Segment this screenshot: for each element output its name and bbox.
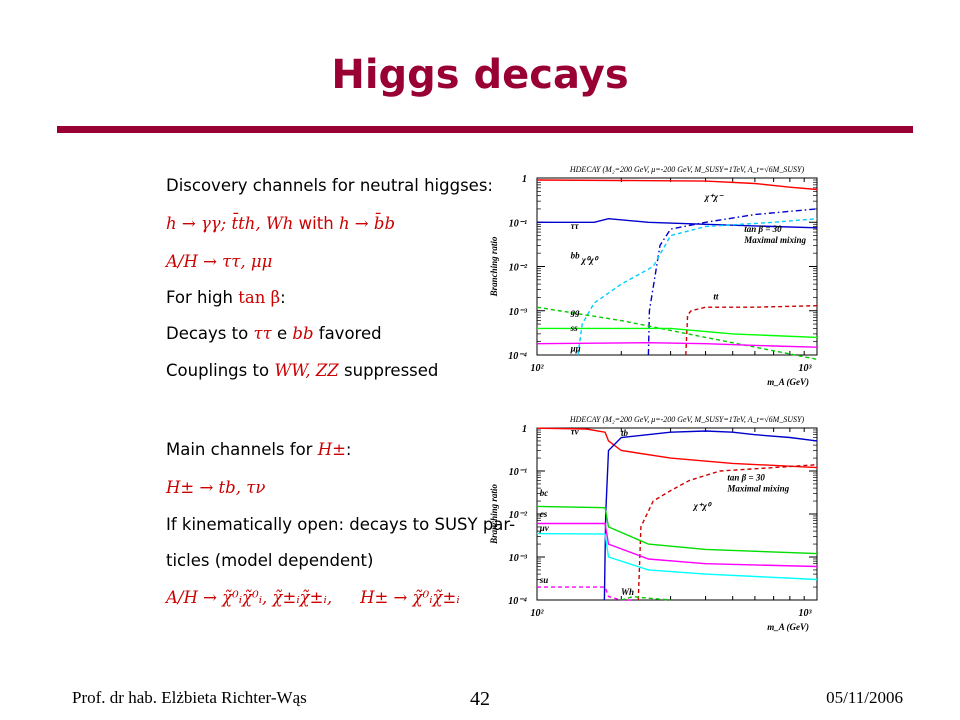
annotation-tanbeta: tan β = 30 — [727, 473, 765, 483]
series-label-series-3: χ⁰χ⁰ — [580, 255, 599, 265]
y-tick-label: 10⁻² — [509, 510, 528, 521]
series-bb-0 — [536, 179, 818, 191]
x-axis-label: m_A (GeV) — [767, 622, 809, 632]
ah-charginos: A/H → χ̃⁰ᵢχ̃⁰ᵢ, χ̃±ᵢχ̃±ᵢ, — [166, 588, 333, 607]
series-label-tb-1: tb — [621, 428, 629, 438]
series-series-1 — [537, 217, 818, 229]
series-series-7 — [536, 341, 818, 348]
series-label-series-1: ττ — [571, 221, 580, 231]
y-tick-label: 1 — [522, 424, 527, 435]
series-label-wh-7: Wh — [621, 587, 634, 597]
series-bc-3 — [536, 505, 818, 555]
series-su-6 — [537, 586, 633, 601]
y-tick-label: 1 — [522, 174, 527, 185]
y-axis-label: Branching ratio — [489, 236, 499, 297]
x-tick-label: 10² — [531, 363, 545, 374]
footer-author: Prof. dr hab. Elżbieta Richter-Wąs — [72, 688, 307, 707]
y-tick-label: 10⁻² — [509, 263, 528, 274]
x-tick-label: 10² — [531, 608, 545, 619]
annotation-mixing: Maximal mixing — [726, 484, 789, 494]
plot-title: HDECAY (M₂=200 GeV, μ=-200 GeV, M_SUSY=1… — [569, 165, 805, 174]
series-label-bb-0: bb — [571, 251, 581, 261]
text-line-9: If kinematically open: decays to SUSY pa… — [166, 515, 515, 534]
colon: : — [280, 288, 286, 307]
series-label-ss-6: ss — [570, 323, 579, 333]
x-axis-label: m_A (GeV) — [767, 377, 809, 387]
h-bb: h → b̄b — [338, 214, 396, 233]
y-tick-label: 10⁻⁴ — [508, 596, 527, 607]
tan-beta: tan β — [238, 288, 281, 307]
favored: favored — [313, 324, 382, 343]
hpm-chi: H± → χ̃⁰ᵢχ̃±ᵢ — [360, 588, 460, 607]
series-label-series-5: μν — [539, 523, 550, 533]
with-word: with — [293, 214, 339, 233]
footer-date: 05/11/2006 — [826, 688, 903, 707]
text-line-5: Decays to ττ e bb favored — [166, 324, 382, 343]
plot-frame — [536, 427, 818, 601]
series-series-0 — [536, 427, 818, 469]
plot-title: HDECAY (M₂=200 GeV, μ=-200 GeV, M_SUSY=1… — [569, 415, 805, 424]
series-label-gg-5: gg — [570, 307, 581, 317]
annotation-tanbeta: tan β = 30 — [744, 224, 782, 234]
discovery-text: Discovery channels for neutral higgses: — [166, 176, 493, 195]
text-line-7: Main channels for H±: — [166, 440, 351, 459]
series-label-su-6: su — [539, 575, 549, 585]
series-label-series-0: τν — [571, 427, 580, 437]
charged-higgs-br-plot: HDECAY (M₂=200 GeV, μ=-200 GeV, M_SUSY=1… — [489, 415, 818, 632]
y-tick-label: 10⁻³ — [509, 553, 528, 564]
series-series-2 — [637, 464, 818, 601]
series-tt-4 — [685, 305, 818, 356]
x-tick-label: 10³ — [799, 363, 813, 374]
slide-title: Higgs decays — [331, 52, 629, 98]
hpm-tb-taunu: H± → tb, τν — [166, 478, 266, 497]
y-tick-label: 10⁻¹ — [509, 467, 527, 478]
text-line-8: H± → tb, τν — [166, 478, 265, 497]
series-wh-7 — [621, 595, 671, 601]
kinematically-open: If kinematically open: decays to SUSY pa… — [166, 515, 516, 534]
for-high: For high — [166, 288, 239, 307]
series-ss-6 — [537, 327, 818, 339]
model-dependent: ticles (model dependent) — [166, 551, 374, 570]
series-label-series-2: χ⁺χ⁻ — [703, 192, 724, 202]
text-line-1: Discovery channels for neutral higgses: — [166, 176, 493, 195]
text-line-3: A/H → ττ, μμ — [166, 252, 272, 271]
tth-wh: t̄th, Wh — [231, 214, 294, 233]
h-pm: H± — [317, 440, 346, 459]
ah-tautau: A/H → ττ, μμ — [166, 252, 273, 271]
series-series-2 — [647, 208, 818, 356]
suppressed: suppressed — [338, 361, 439, 380]
annotation-mixing: Maximal mixing — [743, 235, 806, 245]
colon2: : — [345, 440, 352, 459]
y-tick-label: 10⁻¹ — [509, 218, 527, 229]
y-axis-label: Branching ratio — [489, 484, 499, 545]
series-series-3 — [577, 218, 818, 356]
h-gammagamma: h → γγ; — [166, 214, 232, 233]
e-word: e — [271, 324, 293, 343]
couplings-to: Couplings to — [166, 361, 275, 380]
y-tick-label: 10⁻³ — [509, 307, 528, 318]
series-label-cs-4: cs — [540, 509, 548, 519]
neutral-higgs-br-plot: HDECAY (M₂=200 GeV, μ=-200 GeV, M_SUSY=1… — [489, 165, 818, 387]
series-label-series-2: χ⁺χ⁰ — [692, 501, 712, 511]
main-channels: Main channels for — [166, 440, 318, 459]
text-line-2: h → γγ; t̄th, Wh with h → b̄b — [166, 214, 395, 233]
page-number: 42 — [470, 688, 490, 710]
text-line-6: Couplings to WW, ZZ suppressed — [166, 361, 438, 380]
text-line-11: A/H → χ̃⁰ᵢχ̃⁰ᵢ, χ̃±ᵢχ̃±ᵢ, H± → χ̃⁰ᵢχ̃±ᵢ — [166, 588, 460, 607]
series-label-bc-3: bc — [540, 488, 549, 498]
series-label-tt-4: tt — [713, 291, 719, 301]
text-line-10: ticles (model dependent) — [166, 551, 373, 570]
y-tick-label: 10⁻⁴ — [508, 351, 527, 362]
bb: bb — [292, 324, 314, 343]
title-divider — [57, 126, 913, 133]
series-cs-4 — [537, 522, 818, 568]
series-tb-1 — [603, 430, 818, 601]
series-label-series-7: μμ — [570, 343, 581, 353]
x-tick-label: 10³ — [799, 608, 813, 619]
text-line-4: For high tan β: — [166, 288, 286, 307]
ww-zz: WW, ZZ — [274, 361, 339, 380]
tautau: ττ — [253, 324, 272, 343]
series-series-5 — [536, 532, 818, 581]
decays-to: Decays to — [166, 324, 254, 343]
